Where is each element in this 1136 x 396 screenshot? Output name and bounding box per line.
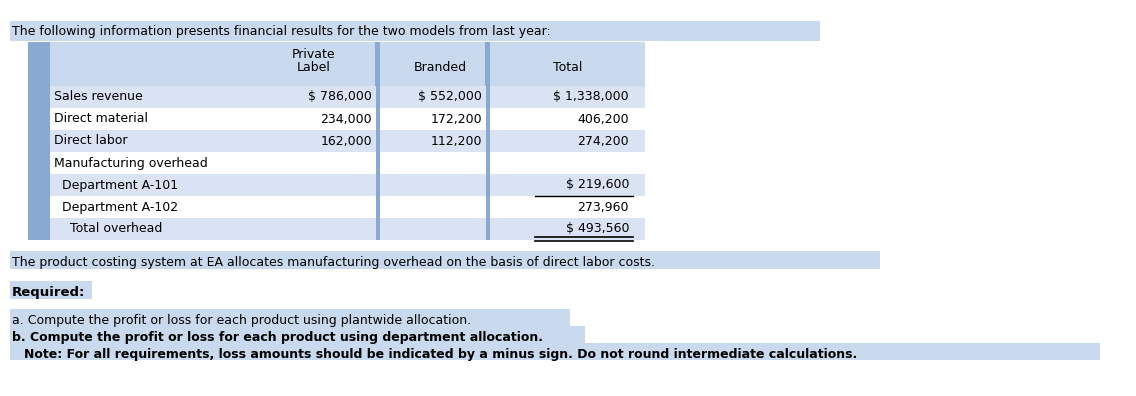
Text: $ 493,560: $ 493,560: [566, 223, 629, 236]
Bar: [486, 218, 490, 240]
Text: Total: Total: [553, 61, 582, 74]
Bar: [28, 108, 50, 130]
Text: The product costing system at EA allocates manufacturing overhead on the basis o: The product costing system at EA allocat…: [12, 256, 655, 269]
Text: Note: For all requirements, loss amounts should be indicated by a minus sign. Do: Note: For all requirements, loss amounts…: [24, 348, 858, 361]
Text: b. Compute the profit or loss for each product using department allocation.: b. Compute the profit or loss for each p…: [12, 331, 543, 344]
Text: $ 786,000: $ 786,000: [308, 91, 371, 103]
Bar: [28, 130, 50, 152]
Text: Required:: Required:: [12, 286, 85, 299]
Bar: [376, 218, 381, 240]
Bar: [486, 174, 490, 196]
Text: 273,960: 273,960: [577, 200, 629, 213]
Text: Sales revenue: Sales revenue: [55, 91, 143, 103]
Text: Label: Label: [296, 61, 331, 74]
Bar: [28, 42, 645, 86]
Bar: [486, 130, 490, 152]
Text: $ 552,000: $ 552,000: [418, 91, 482, 103]
Text: Direct labor: Direct labor: [55, 135, 127, 147]
Text: Department A-102: Department A-102: [55, 200, 178, 213]
Bar: [28, 86, 50, 108]
Bar: [376, 86, 381, 108]
Bar: [28, 130, 645, 152]
Text: Total overhead: Total overhead: [55, 223, 162, 236]
Text: 406,200: 406,200: [577, 112, 629, 126]
Bar: [28, 152, 645, 174]
Bar: [28, 218, 645, 240]
Bar: [10, 343, 1100, 360]
Text: Private: Private: [292, 48, 336, 61]
Bar: [10, 309, 570, 326]
Bar: [375, 42, 381, 86]
Bar: [10, 251, 880, 269]
Bar: [486, 86, 490, 108]
Text: a. Compute the profit or loss for each product using plantwide allocation.: a. Compute the profit or loss for each p…: [12, 314, 471, 327]
Bar: [486, 152, 490, 174]
Text: $ 219,600: $ 219,600: [566, 179, 629, 192]
Bar: [28, 196, 50, 218]
Bar: [10, 21, 820, 41]
Text: The following information presents financial results for the two models from las: The following information presents finan…: [12, 25, 551, 38]
Bar: [28, 108, 645, 130]
Bar: [376, 130, 381, 152]
Text: 112,200: 112,200: [431, 135, 482, 147]
Bar: [28, 174, 645, 196]
Text: $ 1,338,000: $ 1,338,000: [553, 91, 629, 103]
Text: Branded: Branded: [414, 61, 467, 74]
Bar: [486, 108, 490, 130]
Bar: [28, 152, 50, 174]
Text: 274,200: 274,200: [577, 135, 629, 147]
Bar: [485, 42, 490, 86]
Bar: [486, 196, 490, 218]
Bar: [10, 326, 585, 343]
Text: 162,000: 162,000: [320, 135, 371, 147]
Bar: [28, 174, 50, 196]
Bar: [10, 281, 92, 299]
Bar: [376, 108, 381, 130]
Bar: [376, 174, 381, 196]
Text: Direct material: Direct material: [55, 112, 148, 126]
Text: 234,000: 234,000: [320, 112, 371, 126]
Bar: [376, 152, 381, 174]
Bar: [28, 86, 645, 108]
Bar: [28, 42, 50, 86]
Text: Department A-101: Department A-101: [55, 179, 178, 192]
Bar: [28, 218, 50, 240]
Text: 172,200: 172,200: [431, 112, 482, 126]
Bar: [28, 196, 645, 218]
Bar: [376, 196, 381, 218]
Text: Manufacturing overhead: Manufacturing overhead: [55, 156, 208, 169]
